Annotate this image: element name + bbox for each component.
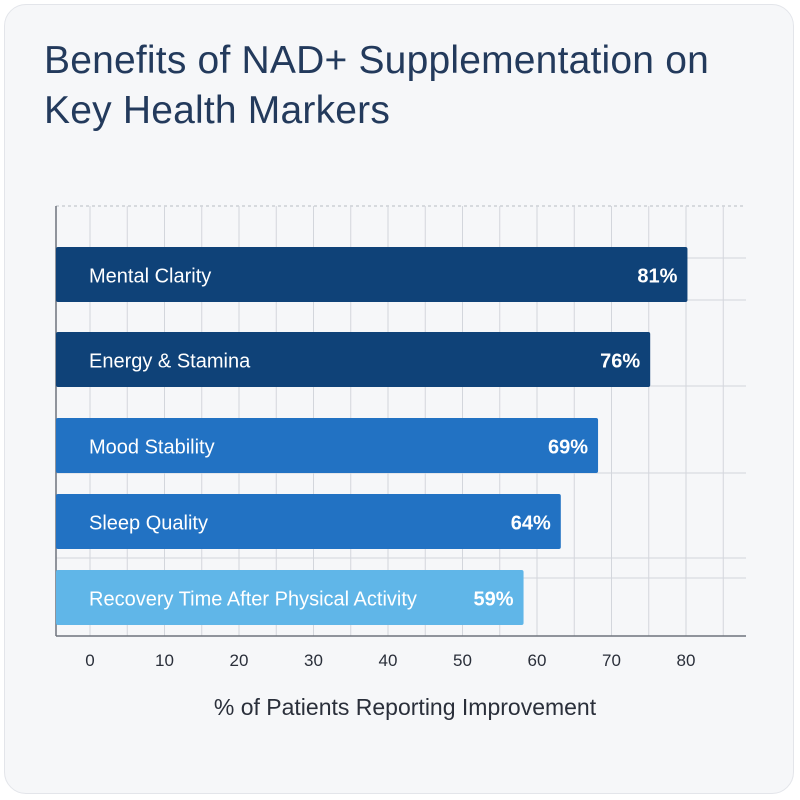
bar-label: Recovery Time After Physical Activity (89, 589, 417, 611)
x-tick-label: 60 (528, 651, 547, 670)
chart-title: Benefits of NAD+ Supplementation on Key … (44, 39, 709, 132)
bar (56, 570, 524, 625)
x-tick-label: 10 (155, 651, 174, 670)
x-axis-label: % of Patients Reporting Improvement (213, 694, 597, 720)
bar-label: Energy & Stamina (89, 351, 251, 373)
bar-label: Mental Clarity (89, 266, 211, 288)
bar-value-label: 76% (600, 351, 640, 373)
bar-label: Sleep Quality (89, 513, 208, 535)
bar-value-label: 64% (511, 513, 551, 535)
x-tick-label: 50 (453, 651, 472, 670)
bar-value-label: 59% (474, 589, 514, 611)
x-tick-label: 70 (602, 651, 621, 670)
bars-group: Mental Clarity 81% Energy & Stamina 76% Mood… (56, 247, 688, 625)
x-tick-labels: 0 10 20 30 40 50 60 70 80 (85, 651, 695, 670)
bar (56, 332, 651, 387)
bar (56, 418, 599, 473)
bar-value-label: 81% (637, 266, 677, 288)
bar (56, 247, 688, 302)
x-tick-label: 30 (304, 651, 323, 670)
x-tick-label: 20 (230, 651, 249, 670)
bar-label: Mood Stability (89, 437, 215, 459)
bar (56, 494, 561, 549)
bar-value-label: 69% (548, 437, 588, 459)
x-tick-label: 0 (85, 651, 94, 670)
x-tick-label: 40 (379, 651, 398, 670)
x-tick-label: 80 (677, 651, 696, 670)
chart-card (4, 4, 794, 794)
